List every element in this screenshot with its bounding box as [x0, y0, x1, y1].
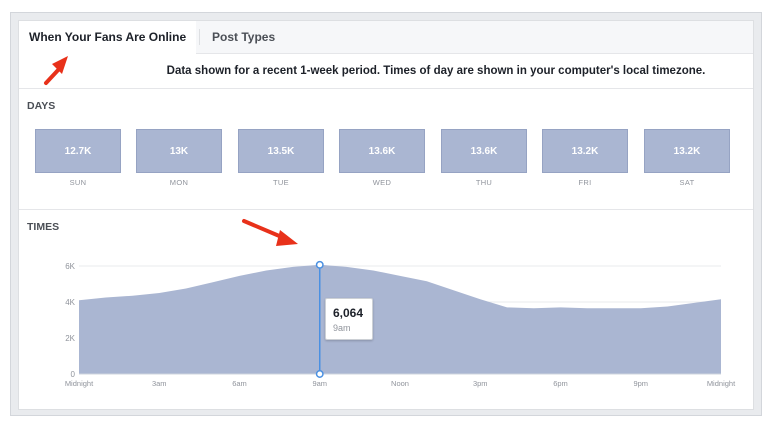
day-column-sat[interactable]: 13.2K SAT [644, 129, 730, 187]
day-column-wed[interactable]: 13.6K WED [339, 129, 425, 187]
day-label: SAT [679, 178, 695, 187]
times-section-title: TIMES [27, 221, 60, 233]
day-bar[interactable]: 13.2K [644, 129, 730, 173]
day-column-fri[interactable]: 13.2K FRI [542, 129, 628, 187]
tab-when-fans-online[interactable]: When Your Fans Are Online [19, 21, 197, 54]
section-divider [19, 209, 753, 210]
day-bar[interactable]: 13.6K [339, 129, 425, 173]
value-tooltip: 6,064 9am [325, 298, 373, 340]
day-column-thu[interactable]: 13.6K THU [441, 129, 527, 187]
day-label: FRI [578, 178, 592, 187]
info-note-text: Data shown for a recent 1-week period. T… [166, 65, 706, 77]
tooltip-value: 6,064 [333, 306, 364, 320]
day-column-mon[interactable]: 13K MON [136, 129, 222, 187]
day-label: MON [169, 178, 189, 187]
day-bar[interactable]: 13.5K [238, 129, 324, 173]
day-bar[interactable]: 13K [136, 129, 222, 173]
tab-post-types[interactable]: Post Types [212, 30, 276, 44]
day-column-sun[interactable]: 12.7K SUN [35, 129, 121, 187]
day-label: WED [372, 178, 392, 187]
day-label: TUE [273, 178, 289, 187]
day-bar[interactable]: 13.2K [542, 129, 628, 173]
insights-panel: When Your Fans Are Online Post Types Dat… [18, 20, 754, 410]
tab-separator [199, 29, 200, 45]
tab-bar: When Your Fans Are Online Post Types [19, 21, 753, 54]
day-label: THU [475, 178, 493, 187]
day-label: SUN [69, 178, 87, 187]
info-note: Data shown for a recent 1-week period. T… [19, 54, 753, 89]
days-section-title: DAYS [27, 100, 56, 112]
day-bar[interactable]: 13.6K [441, 129, 527, 173]
tooltip-time: 9am [333, 323, 351, 333]
day-column-tue[interactable]: 13.5K TUE [238, 129, 324, 187]
day-bar[interactable]: 12.7K [35, 129, 121, 173]
